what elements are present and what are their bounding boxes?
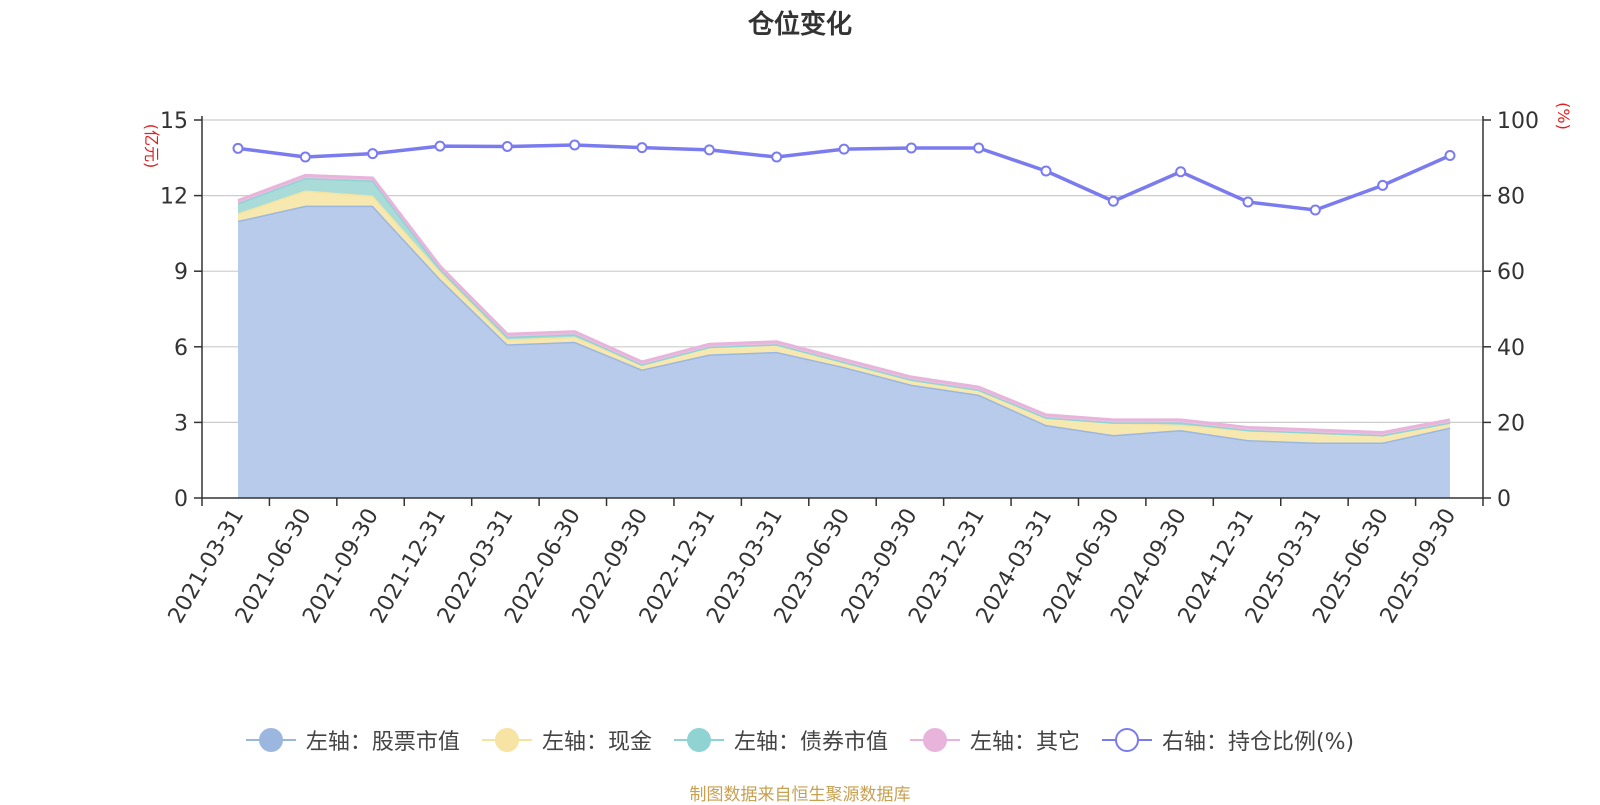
- ratio-point: [771, 151, 783, 163]
- ratio-point: [367, 148, 379, 160]
- left-axis-unit: (亿元): [142, 124, 161, 169]
- legend-symbol-stock: [245, 727, 296, 753]
- chart-legend: 左轴：股票市值 左轴：现金 左轴：债券市值 左轴：其它 右轴：持仓比例(%): [0, 722, 1600, 758]
- ratio-point: [501, 140, 513, 152]
- right-axis-tick-label: 40: [1497, 336, 1525, 361]
- right-axis-tick-label: 20: [1497, 411, 1525, 436]
- ratio-point: [1309, 204, 1321, 216]
- legend-label-ratio: 右轴：持仓比例(%): [1161, 730, 1355, 755]
- area-layer: [237, 173, 1451, 498]
- ratio-point: [299, 151, 311, 163]
- legend-label-stock: 左轴：股票市值: [305, 730, 460, 755]
- ratio-point: [232, 142, 244, 154]
- legend-symbol-other: [909, 727, 960, 753]
- legend-symbol-bond: [673, 727, 724, 753]
- ratio-point: [1175, 166, 1187, 178]
- legend-item-ratio[interactable]: 右轴：持仓比例(%): [1101, 724, 1355, 756]
- ratio-point: [636, 142, 648, 154]
- ratio-point: [905, 142, 917, 154]
- legend-symbol-ratio: [1101, 727, 1152, 753]
- legend-item-stock[interactable]: 左轴：股票市值: [245, 724, 460, 756]
- area-0: [238, 205, 1450, 498]
- legend-item-cash[interactable]: 左轴：现金: [481, 724, 652, 756]
- right-axis-tick-label: 80: [1497, 185, 1525, 210]
- legend-label-cash: 左轴：现金: [541, 730, 652, 755]
- line-layer: [232, 139, 1456, 216]
- left-axis-tick-label: 3: [174, 411, 188, 436]
- ratio-point: [434, 140, 446, 152]
- right-axis-tick-label: 100: [1497, 109, 1539, 134]
- left-axis-tick-label: 12: [160, 185, 188, 210]
- position-chart: 036912150204060801002021-03-312021-06-30…: [142, 102, 1573, 628]
- left-axis-tick-label: 6: [174, 336, 188, 361]
- area-1: [238, 190, 1450, 443]
- right-axis-tick-label: 0: [1497, 487, 1511, 512]
- ratio-point: [1377, 179, 1389, 191]
- legend-item-other[interactable]: 左轴：其它: [909, 724, 1080, 756]
- left-axis-tick-label: 0: [174, 487, 188, 512]
- ratio-point: [1040, 165, 1052, 177]
- legend-symbol-cash: [481, 727, 532, 753]
- legend-item-bond[interactable]: 左轴：债券市值: [673, 724, 888, 756]
- legend-label-other: 左轴：其它: [969, 730, 1080, 755]
- right-axis-unit: (%): [1554, 102, 1573, 130]
- area-edge-3: [237, 173, 1451, 434]
- legend-label-bond: 左轴：债券市值: [733, 730, 888, 755]
- data-source-note: 制图数据来自恒生聚源数据库: [689, 785, 911, 805]
- ratio-point: [703, 144, 715, 156]
- ratio-point: [1107, 195, 1119, 207]
- ratio-point: [973, 142, 985, 154]
- left-axis-tick-label: 15: [160, 109, 188, 134]
- ratio-point: [1242, 196, 1254, 208]
- ratio-point: [1444, 150, 1456, 162]
- ratio-point: [838, 143, 850, 155]
- right-axis-tick-label: 60: [1497, 260, 1525, 285]
- chart-title: 仓位变化: [747, 10, 852, 40]
- ratio-line: [237, 143, 1451, 212]
- ratio-point: [569, 139, 581, 151]
- left-axis-tick-label: 9: [174, 260, 188, 285]
